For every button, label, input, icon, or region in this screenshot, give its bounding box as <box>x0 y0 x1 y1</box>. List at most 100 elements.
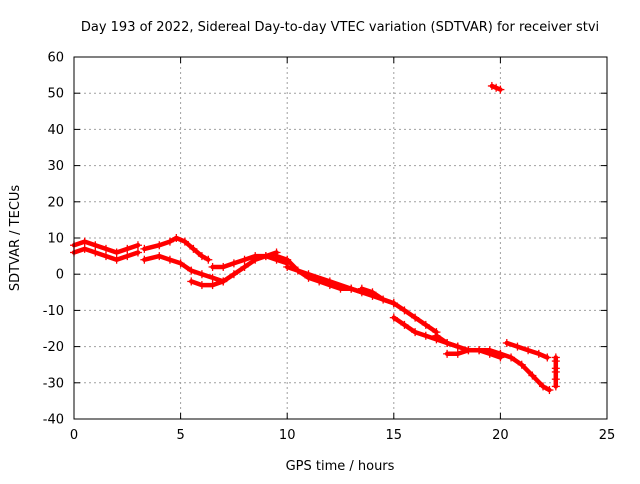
data-point <box>133 248 142 257</box>
data-point <box>123 244 132 253</box>
data-point <box>496 85 505 94</box>
data-point <box>91 241 100 250</box>
data-point <box>543 353 552 362</box>
y-tick-label: 60 <box>47 51 64 66</box>
y-tick-label: 40 <box>47 123 64 138</box>
data-point <box>539 382 548 391</box>
data-point <box>229 259 238 268</box>
grid-layer <box>74 57 607 419</box>
data-point <box>411 313 420 322</box>
series-band-m <box>496 349 554 395</box>
data-point <box>133 241 142 250</box>
data-point <box>261 252 270 261</box>
data-point <box>123 252 132 261</box>
x-axis-label: GPS time / hours <box>286 459 395 474</box>
data-point <box>140 244 149 253</box>
data-point <box>176 259 185 268</box>
data-point <box>545 386 554 395</box>
data-point <box>400 306 409 315</box>
data-point <box>492 83 501 92</box>
data-point <box>204 255 213 264</box>
data-point <box>208 281 217 290</box>
data-point <box>534 349 543 358</box>
data-point <box>400 320 409 329</box>
data-layer <box>70 81 560 395</box>
data-point <box>443 338 452 347</box>
data-point <box>229 270 238 279</box>
x-tick-label: 15 <box>386 428 403 443</box>
series-band-a <box>70 237 142 257</box>
data-point <box>379 295 388 304</box>
series-band-c <box>140 234 213 264</box>
y-axis-label: SDTVAR / TECUs <box>8 185 23 292</box>
data-point <box>487 81 496 90</box>
data-point <box>112 248 121 257</box>
data-point <box>197 270 206 279</box>
data-point <box>101 252 110 261</box>
y-tick-label: 30 <box>47 159 64 174</box>
y-tick-label: -40 <box>43 413 64 428</box>
data-point <box>219 277 228 286</box>
data-point <box>325 277 334 286</box>
data-point <box>197 281 206 290</box>
data-point <box>240 255 249 264</box>
data-point <box>357 284 366 293</box>
data-point <box>112 255 121 264</box>
data-point <box>507 353 516 362</box>
data-point <box>155 252 164 261</box>
data-point <box>432 331 441 340</box>
data-point <box>524 346 533 355</box>
y-tick-label: -30 <box>43 376 64 391</box>
data-point <box>180 237 189 246</box>
data-point <box>464 346 473 355</box>
data-point <box>155 241 164 250</box>
chart-title: Day 193 of 2022, Sidereal Day-to-day VTE… <box>81 20 599 35</box>
data-point <box>240 262 249 271</box>
series-band-i <box>357 284 441 337</box>
series-band-n <box>502 338 552 362</box>
y-tick-label: 50 <box>47 87 64 102</box>
x-tick-label: 5 <box>176 428 184 443</box>
series-line <box>359 286 439 335</box>
data-point <box>551 382 560 391</box>
data-point <box>197 252 206 261</box>
x-tick-label: 10 <box>279 428 296 443</box>
data-point <box>219 262 228 271</box>
data-point <box>304 270 313 279</box>
data-point <box>453 342 462 351</box>
data-point <box>347 284 356 293</box>
data-point <box>80 237 89 246</box>
data-point <box>551 375 560 384</box>
data-point <box>411 328 420 337</box>
y-tick-label: 20 <box>47 195 64 210</box>
data-point <box>513 342 522 351</box>
data-point <box>283 262 292 271</box>
series-band-h <box>283 262 398 308</box>
data-point <box>528 371 537 380</box>
data-point <box>172 234 181 242</box>
data-point <box>272 252 281 261</box>
data-point <box>140 255 149 264</box>
data-point <box>485 349 494 358</box>
series-band-l <box>443 346 505 362</box>
data-point <box>502 338 511 347</box>
series-band-o <box>487 81 505 94</box>
data-point <box>101 244 110 253</box>
x-tick-label: 0 <box>70 428 78 443</box>
data-point <box>283 255 292 264</box>
data-point <box>389 299 398 308</box>
data-point <box>251 252 260 261</box>
data-point <box>496 349 505 358</box>
data-point <box>551 367 560 376</box>
data-point <box>475 346 484 355</box>
data-point <box>368 288 377 297</box>
y-tick-label: 10 <box>47 232 64 247</box>
data-point <box>208 273 217 282</box>
y-tick-label: -20 <box>43 340 64 355</box>
data-point <box>453 349 462 358</box>
data-point <box>80 244 89 253</box>
data-point <box>517 360 526 369</box>
data-point <box>187 266 196 275</box>
series-line <box>498 351 552 393</box>
